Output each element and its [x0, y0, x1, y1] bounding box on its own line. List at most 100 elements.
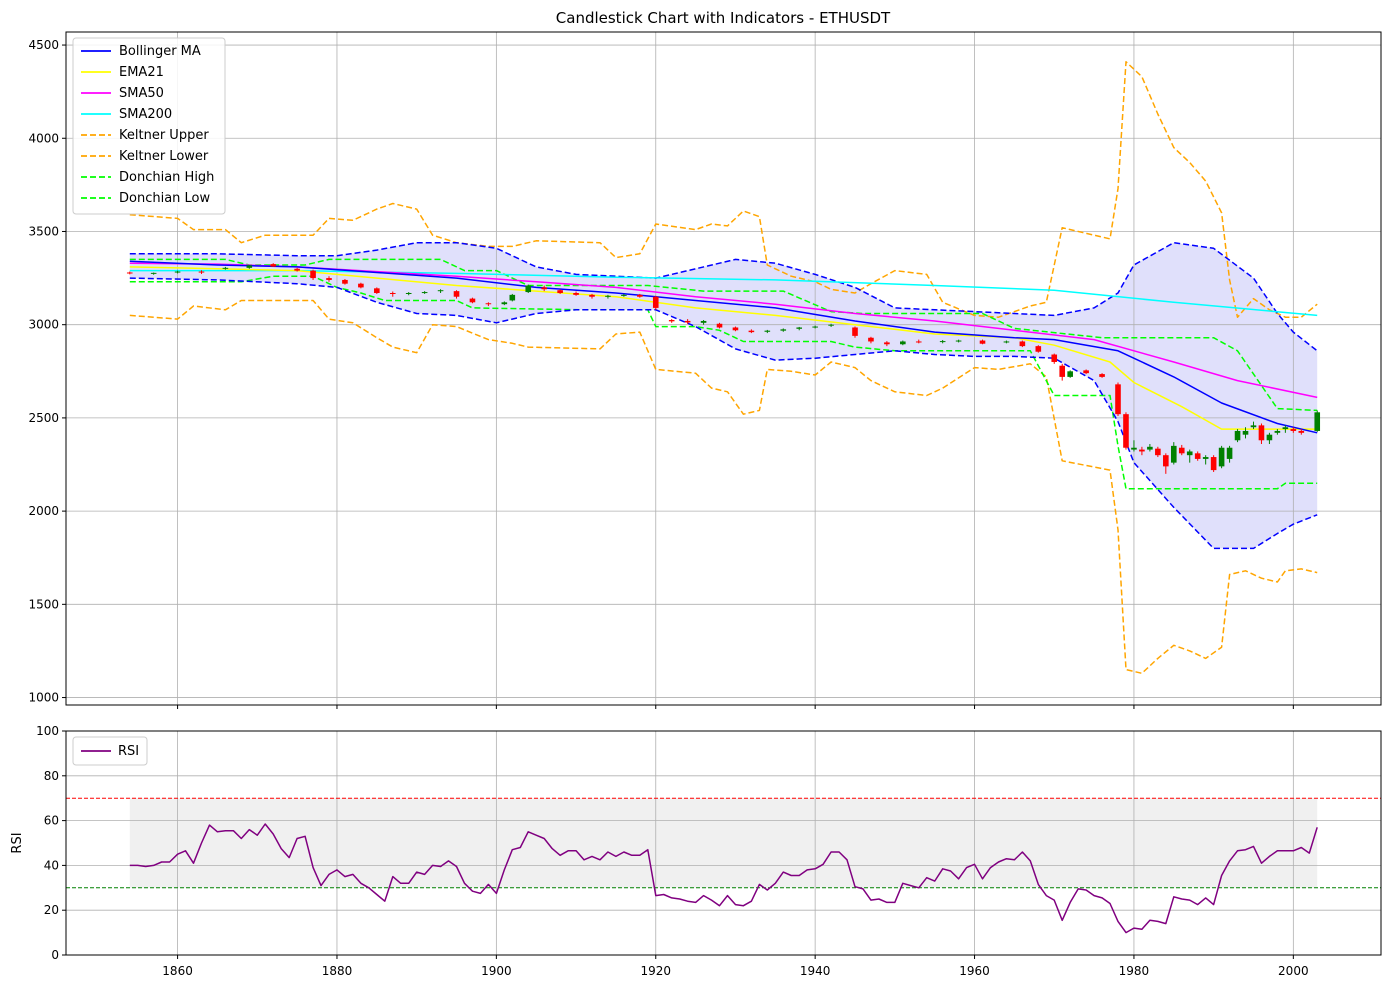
candle-body	[884, 342, 890, 345]
candle-body	[1210, 457, 1217, 471]
candle-body	[525, 285, 532, 293]
candle-body	[637, 294, 643, 297]
series-line-bollinger-upper	[129, 241, 1318, 352]
y-tick-label: 3500	[28, 224, 59, 238]
y-tick-label: 3000	[28, 318, 59, 332]
candle-body	[1099, 374, 1105, 377]
rsi-line	[129, 823, 1318, 934]
rsi-plot-frame	[65, 730, 1382, 956]
candle-body	[1250, 425, 1257, 428]
candle-body	[198, 271, 205, 273]
x-tick-label: 1980	[1119, 964, 1150, 978]
y-tick-label: 4500	[28, 38, 59, 52]
candle-body	[915, 341, 922, 343]
rsi-neutral-band	[129, 798, 1318, 888]
x-tick-label: 1960	[959, 964, 990, 978]
y-tick-label: 20	[44, 903, 59, 917]
candle-body	[1059, 365, 1066, 377]
candle-body	[342, 279, 348, 284]
candle-body	[1266, 434, 1273, 441]
candle-body	[270, 264, 277, 267]
rsi-legend: RSI	[72, 736, 148, 766]
series-line-keltner-upper	[129, 61, 1318, 318]
candle-body	[1186, 451, 1193, 456]
candle-body	[1051, 354, 1058, 362]
y-tick-label: 1500	[28, 597, 59, 611]
candle-body	[573, 292, 579, 295]
legend-label: SMA200	[119, 107, 172, 122]
candle-body	[1290, 429, 1297, 431]
series-line-donchian-low	[129, 275, 1318, 490]
candle-body	[605, 295, 611, 297]
legend-label: Donchian Low	[119, 191, 211, 206]
candle-body	[852, 327, 858, 336]
candle-body	[1226, 447, 1233, 459]
legend-label: RSI	[118, 744, 139, 759]
legend-box	[72, 37, 226, 215]
candle-body	[453, 291, 460, 297]
candle-body	[310, 270, 316, 279]
candle-body	[1282, 427, 1289, 430]
candle-body	[868, 337, 874, 342]
candle-body	[501, 302, 508, 305]
candle-body	[1123, 414, 1129, 448]
candle-body	[294, 268, 300, 271]
chart-title: Candlestick Chart with Indicators - ETHU…	[556, 9, 891, 27]
series-line-bollinger-ma	[129, 260, 1318, 434]
candle-body	[955, 340, 962, 342]
candle-body	[1067, 371, 1073, 377]
y-tick-label: 1000	[28, 691, 59, 705]
candle-body	[652, 296, 659, 308]
candle-body	[1139, 449, 1145, 452]
x-tick-label: 2000	[1278, 964, 1309, 978]
candle-body	[150, 272, 157, 274]
y-tick-label: 0	[51, 948, 59, 962]
legend-label: EMA21	[119, 65, 164, 80]
candle-body	[1147, 446, 1153, 450]
candle-body	[246, 265, 253, 268]
price-series	[129, 61, 1318, 675]
candle-body	[828, 324, 834, 326]
legend-label: Donchian High	[119, 170, 214, 185]
candle-body	[1019, 341, 1026, 347]
rsi-series	[129, 823, 1318, 934]
bollinger-fill-area	[129, 242, 1318, 549]
candle-body	[589, 294, 595, 297]
candle-body	[421, 292, 428, 294]
candle-body	[780, 329, 787, 331]
candle-body	[1242, 430, 1249, 435]
candle-body	[389, 292, 396, 294]
x-tick-label: 1920	[640, 964, 671, 978]
candle-body	[812, 326, 818, 328]
candle-body	[1178, 447, 1185, 454]
y-tick-label: 100	[36, 724, 59, 738]
candle-body	[1298, 430, 1305, 433]
candle-body	[405, 292, 412, 294]
rsi-band-fill	[129, 798, 1318, 888]
candle-body	[1163, 455, 1169, 467]
candle-body	[437, 290, 444, 292]
legend-label: Keltner Upper	[119, 128, 209, 143]
price-grid	[66, 32, 1381, 705]
series-line-sma200	[129, 269, 1318, 317]
candle-body	[796, 327, 803, 329]
price-legend: Bollinger MA EMA21 SMA50 SMA200 Keltner Uppe…	[72, 37, 226, 215]
candle-body	[764, 330, 771, 332]
candle-body	[1083, 370, 1089, 374]
y-tick-label: 4000	[28, 131, 59, 145]
x-tick-label: 1880	[322, 964, 353, 978]
series-line-donchian-high	[129, 258, 1318, 412]
rsi-axis-ticks: 1860 1880 1900 1920 1940 1960 1980 2000 0 20 40 60 8…	[36, 724, 1309, 978]
series-line-bollinger-lower	[129, 277, 1318, 550]
candle-body	[541, 287, 547, 290]
candle-body	[1035, 346, 1042, 352]
candle-body	[1258, 425, 1265, 441]
candle-body	[222, 267, 229, 269]
candle-body	[1003, 341, 1010, 343]
candle-body	[1115, 384, 1121, 415]
candle-body	[939, 341, 946, 343]
candle-body	[485, 303, 492, 305]
candle-body	[748, 330, 755, 333]
candle-body	[668, 320, 675, 322]
